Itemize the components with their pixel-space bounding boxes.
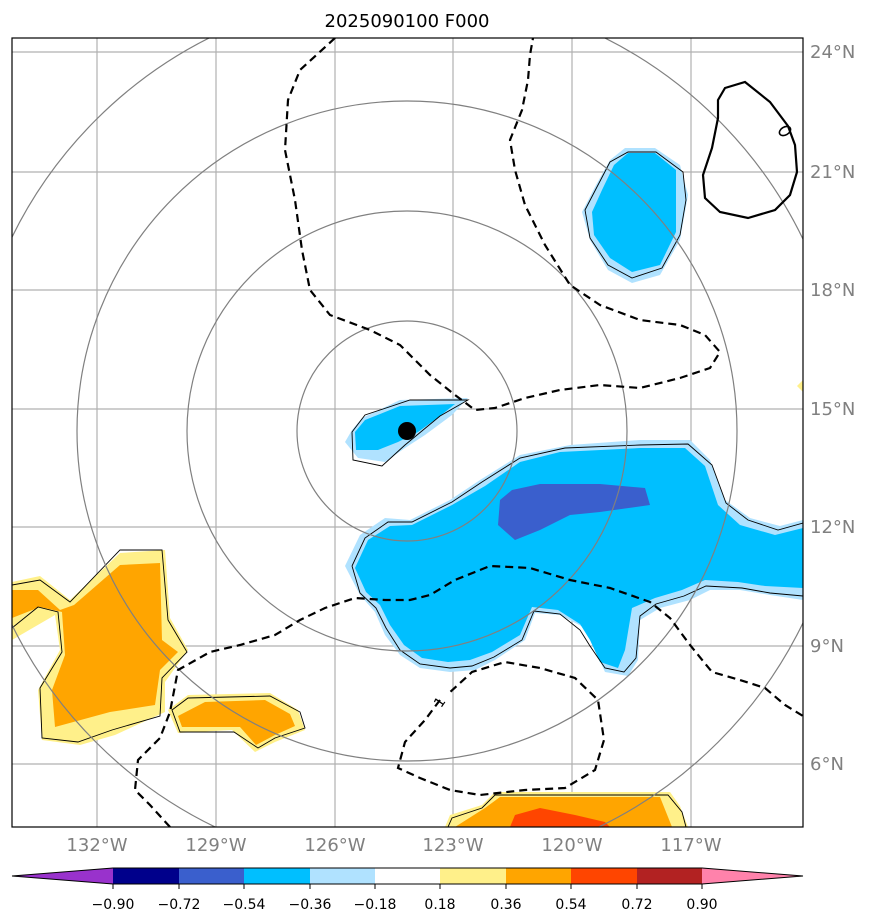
colorbar-tick-label: −0.54 (223, 897, 266, 913)
colorbar-min-extend (12, 868, 113, 884)
colorbar-bin (179, 868, 244, 884)
lat-label: 24°N (810, 42, 855, 63)
lon-label: 117°W (660, 835, 721, 856)
colorbar-tick-label: 0.54 (555, 897, 586, 913)
colorbar-max-extend (702, 868, 803, 884)
lat-label: 18°N (810, 280, 855, 301)
colorbar-bin (506, 868, 571, 884)
colorbar-tick-label: 0.18 (424, 897, 455, 913)
colorbar-bin (637, 868, 702, 884)
figure-title: 2025090100 F000 (325, 11, 490, 32)
lat-label: 12°N (810, 517, 855, 538)
lat-label: 15°N (810, 399, 855, 420)
colorbar-bin (113, 868, 179, 884)
colorbar-bin (440, 868, 506, 884)
colorbar-tick-label: −0.90 (92, 897, 135, 913)
positive-anomaly-fill (12, 380, 803, 827)
thin-contour-lines (12, 151, 803, 827)
colorbar-tick-label: 0.36 (490, 897, 521, 913)
colorbar-tick-label: 0.90 (686, 897, 717, 913)
lon-label: 129°W (185, 835, 246, 856)
colorbar-tick-label: 0.72 (621, 897, 652, 913)
lon-label: 126°W (304, 835, 365, 856)
colorbar-tick-label: −0.36 (289, 897, 332, 913)
colorbar-bin (375, 868, 440, 884)
map-frame (11, 37, 804, 828)
dashed-contours (133, 38, 803, 827)
contour-label: 1 (431, 694, 449, 710)
lon-label: 132°W (66, 835, 127, 856)
latitude-labels: 24°N 21°N 18°N 15°N 12°N 9°N 6°N (810, 42, 855, 775)
small-contour-loop (778, 125, 792, 137)
longitude-labels: 132°W 129°W 126°W 123°W 120°W 117°W (66, 835, 721, 856)
storm-center-marker (398, 422, 416, 440)
colorbar-bin (571, 868, 637, 884)
colorbar-tick-label: −0.72 (158, 897, 201, 913)
lat-label: 21°N (810, 162, 855, 183)
range-rings (12, 38, 803, 827)
negative-anomaly-fill (345, 148, 803, 676)
colorbar-bin (244, 868, 310, 884)
lat-label: 9°N (810, 636, 844, 657)
colorbar: −0.90 −0.72 −0.54 −0.36 −0.18 0.18 0.36 … (11, 867, 804, 913)
lon-label: 123°W (422, 835, 483, 856)
colorbar-bin (310, 868, 375, 884)
lat-label: 6°N (810, 754, 844, 775)
solid-contour (701, 80, 799, 220)
lon-label: 120°W (541, 835, 602, 856)
colorbar-tick-label: −0.18 (354, 897, 397, 913)
